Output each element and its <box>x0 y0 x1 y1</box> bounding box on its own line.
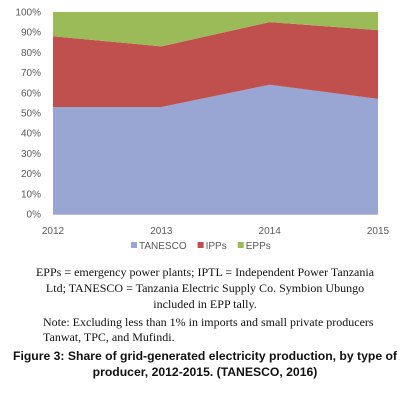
y-tick-label: 100% <box>15 8 41 19</box>
area-tanesco <box>53 84 378 214</box>
y-tick-label: 80% <box>21 48 41 59</box>
area-ipps <box>53 22 378 107</box>
chart-areas <box>53 12 378 214</box>
y-tick-label: 0% <box>27 210 42 221</box>
chart-legend: TANESCO IPPs EPPs <box>131 241 271 252</box>
x-axis: 2012 2013 2014 2015 <box>42 214 390 237</box>
y-tick-label: 10% <box>21 189 41 200</box>
y-tick-label: 40% <box>21 129 41 140</box>
y-tick-label: 70% <box>21 68 41 79</box>
area-epps <box>53 12 378 47</box>
x-tick-label: 2015 <box>367 226 390 237</box>
legend-label-ipps: IPPs <box>206 241 227 252</box>
legend-swatch-ipps <box>197 242 204 248</box>
x-tick-label: 2014 <box>259 226 282 237</box>
y-tick-label: 60% <box>21 88 41 99</box>
y-tick-label: 30% <box>21 149 41 160</box>
definitions-note: EPPs = emergency power plants; IPTL = In… <box>35 265 375 311</box>
stacked-area-chart: 2012 2013 2014 2015 0% 10% 20% 30% 40% 50% 60% 70%… <box>15 8 390 253</box>
y-tick-label: 50% <box>21 109 41 120</box>
x-tick-label: 2012 <box>42 226 65 237</box>
y-tick-label: 90% <box>21 28 41 39</box>
exclusion-note: Note: Excluding less than 1% in imports … <box>43 315 374 344</box>
legend-swatch-tanesco <box>131 242 137 248</box>
x-tick-label: 2013 <box>150 226 173 237</box>
figure-notes: EPPs = emergency power plants; IPTL = In… <box>0 264 410 380</box>
legend-label-tanesco: TANESCO <box>139 241 187 252</box>
y-tick-label: 20% <box>21 169 41 180</box>
legend-label-epps: EPPs <box>246 241 271 252</box>
y-axis: 0% 10% 20% 30% 40% 50% 60% 70% 80% 90% 100% <box>15 8 41 221</box>
legend-swatch-epps <box>237 242 244 248</box>
figure-caption: Figure 3: Share of grid-generated electr… <box>13 349 397 379</box>
